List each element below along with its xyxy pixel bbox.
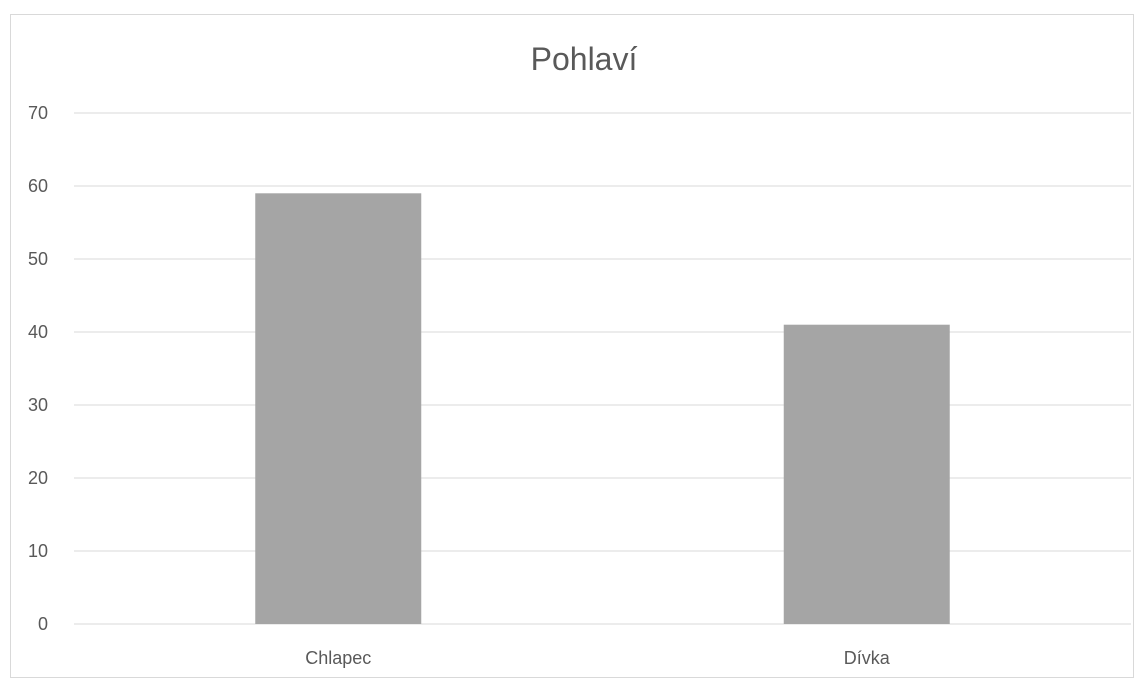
y-tick-label: 60 bbox=[28, 176, 48, 196]
y-axis-tick-labels: 0 10 20 30 40 50 60 70 bbox=[28, 103, 48, 634]
bar-dívka bbox=[783, 324, 950, 624]
x-axis-category-labels: Chlapec Dívka bbox=[305, 648, 891, 668]
x-category-label: Dívka bbox=[844, 648, 891, 668]
y-tick-label: 20 bbox=[28, 468, 48, 488]
y-tick-label: 10 bbox=[28, 541, 48, 561]
bar-chlapec bbox=[255, 193, 422, 625]
y-tick-label: 30 bbox=[28, 395, 48, 415]
y-tick-label: 50 bbox=[28, 249, 48, 269]
y-tick-label: 40 bbox=[28, 322, 48, 342]
chart-title: Pohlaví bbox=[531, 41, 638, 77]
gridlines bbox=[74, 112, 1131, 625]
y-tick-label: 70 bbox=[28, 103, 48, 123]
y-tick-label: 0 bbox=[38, 614, 48, 634]
x-category-label: Chlapec bbox=[305, 648, 371, 668]
bars bbox=[255, 193, 950, 625]
